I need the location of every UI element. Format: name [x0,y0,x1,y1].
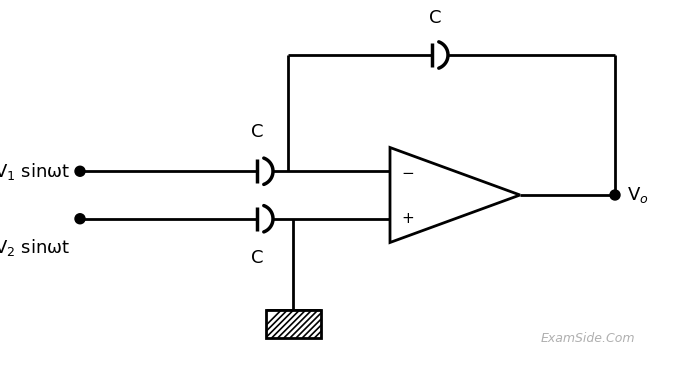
Text: V$_2$ sinωt: V$_2$ sinωt [0,237,70,258]
Text: C: C [251,249,263,267]
Bar [266,310,321,338]
Text: C: C [429,9,441,27]
Circle shape [610,190,620,200]
Text: C: C [251,123,263,141]
Text: V$_1$ sinωt: V$_1$ sinωt [0,161,70,182]
Text: ExamSide.Com: ExamSide.Com [540,332,635,345]
Circle shape [75,166,85,176]
Text: $-$: $-$ [401,164,415,179]
Text: $+$: $+$ [401,211,415,226]
Text: V$_o$: V$_o$ [627,185,649,205]
Circle shape [75,214,85,224]
